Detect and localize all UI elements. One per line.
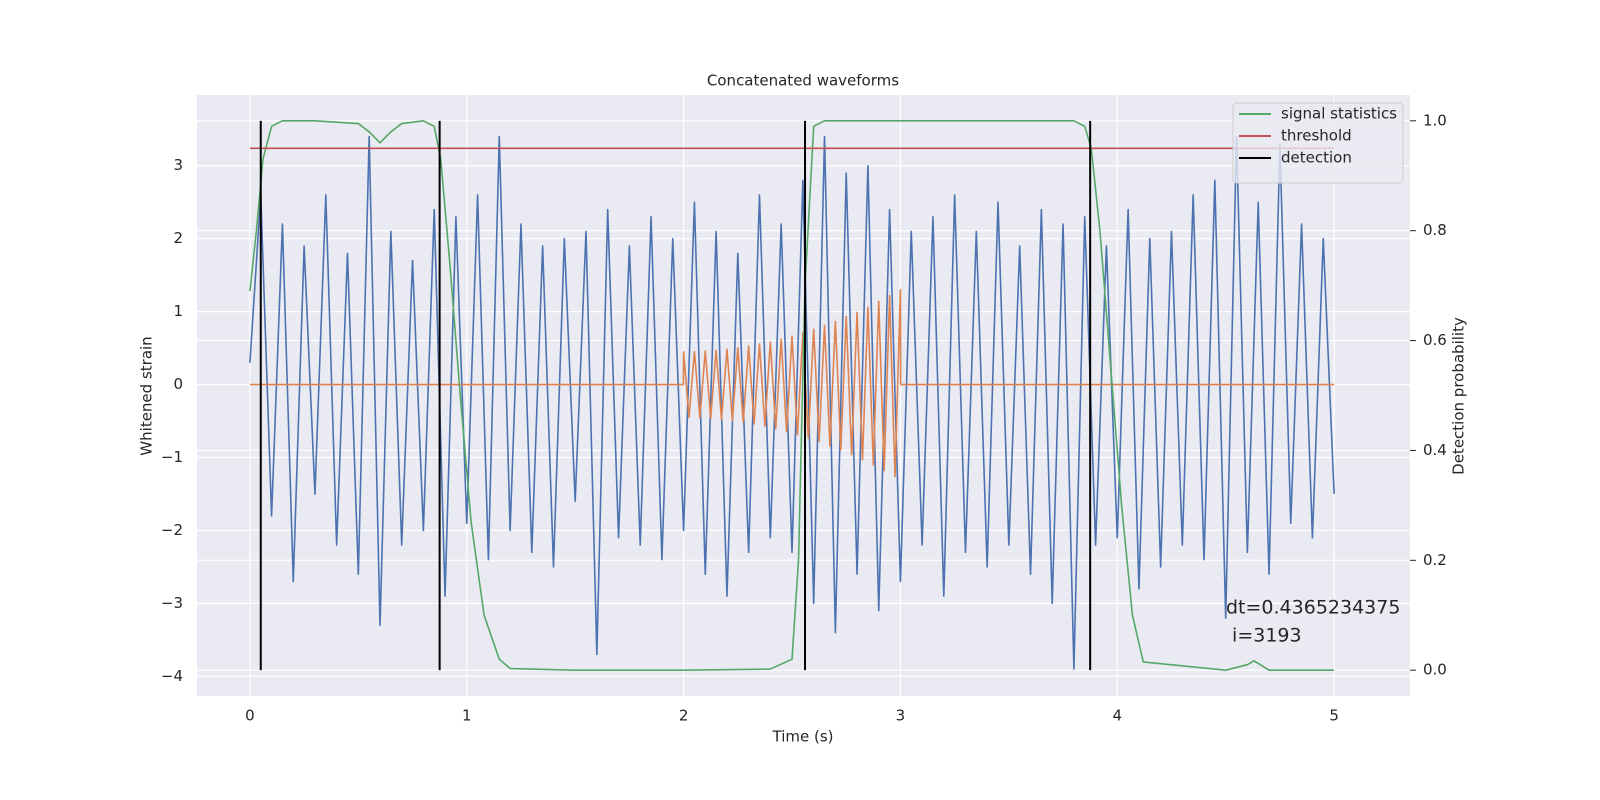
annotation: i=3193	[1226, 625, 1302, 647]
series-line	[249, 135, 1335, 670]
y2-tick-label: 1.0	[1423, 111, 1447, 129]
x-tick-label: 1	[462, 707, 472, 725]
y2-tick-label: 0.4	[1423, 441, 1447, 459]
x-tick-label: 2	[679, 707, 689, 725]
x-tick-label: 4	[1112, 707, 1122, 725]
y-tick-label: −2	[161, 521, 183, 539]
legend: signal statistics threshold detection	[1232, 102, 1404, 184]
annotation: dt=0.4365234375	[1226, 597, 1400, 619]
legend-box	[1232, 102, 1404, 184]
y-tick-label: 1	[173, 302, 183, 320]
y-tick-label: 3	[173, 156, 183, 174]
x-tick-label: 5	[1329, 707, 1339, 725]
legend-label: signal statistics	[1281, 105, 1397, 123]
y-axis-label: Whitened strain	[138, 336, 156, 455]
y-tick-label: −1	[161, 448, 183, 466]
y-tick-label: −3	[161, 594, 183, 612]
x-tick-label: 3	[896, 707, 906, 725]
legend-label: threshold	[1281, 127, 1352, 145]
y2-axis-label: Detection probability	[1450, 317, 1468, 475]
legend-label: detection	[1281, 149, 1352, 167]
x-axis-label: Time (s)	[772, 728, 834, 746]
y-tick-label: −4	[161, 667, 183, 685]
y2-tick-label: 0.8	[1423, 221, 1447, 239]
series-line	[249, 120, 1335, 671]
series-line	[249, 288, 1335, 478]
chart-title: Concatenated waveforms	[707, 72, 899, 90]
y2-tick-label: 0.0	[1423, 661, 1447, 679]
y2-tick-label: 0.6	[1423, 331, 1447, 349]
x-tick-label: 0	[245, 707, 255, 725]
y2-tick-label: 0.2	[1423, 551, 1447, 569]
y-tick-label: 0	[173, 375, 183, 393]
y-tick-label: 2	[173, 229, 183, 247]
